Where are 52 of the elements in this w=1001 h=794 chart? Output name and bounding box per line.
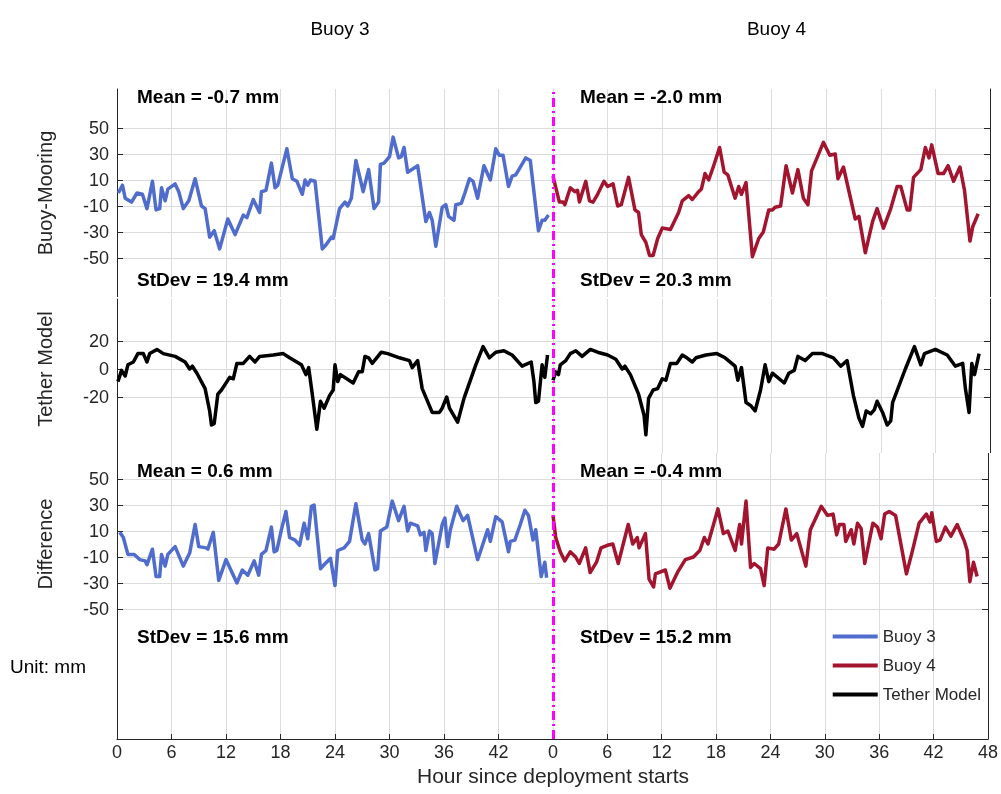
x-tick-label: 18 (706, 742, 727, 762)
legend-label: Tether Model (882, 685, 982, 704)
x-tick-label: 0 (547, 742, 559, 762)
chart-title: Buoy 3 (310, 18, 370, 39)
annotation: StDev = 19.4 mm (137, 268, 289, 290)
x-axis-title: Hour since deployment starts (416, 764, 690, 788)
y-tick-label: -30 (82, 573, 109, 593)
text: Unit: mm (10, 655, 86, 677)
line-series (116, 344, 550, 431)
annotation: Mean = -0.4 mm (580, 459, 723, 481)
x-tick-label: 42 (923, 742, 944, 762)
y-tick-label: -50 (82, 248, 109, 268)
annotation: Mean = -0.7 mm (137, 85, 280, 107)
x-tick-label: 18 (270, 742, 291, 762)
annotation: Mean = -2.0 mm (580, 85, 723, 107)
y-tick-label: 30 (88, 495, 109, 515)
y-axis-title: Difference (34, 498, 56, 590)
annotation: StDev = 15.2 mm (580, 625, 732, 647)
x-tick-label: 24 (760, 742, 781, 762)
y-tick-label: 10 (88, 170, 109, 190)
line-series (117, 499, 549, 588)
x-tick-label: 48 (977, 742, 998, 762)
x-tick-label: 6 (166, 742, 177, 762)
x-tick-label: 6 (602, 742, 613, 762)
x-tick-label: 30 (814, 742, 835, 762)
y-axis-title: Tether Model (34, 311, 56, 427)
x-tick-label: 12 (651, 742, 672, 762)
legend-label: Buoy 3 (882, 627, 936, 646)
x-tick-label: 30 (379, 742, 400, 762)
legend-label: Buoy 4 (882, 656, 936, 675)
y-tick-label: 50 (88, 118, 109, 138)
x-tick-label: 0 (111, 742, 123, 762)
y-tick-label: -20 (82, 387, 109, 407)
annotation: Mean = 0.6 mm (137, 459, 273, 481)
annotation: StDev = 15.6 mm (137, 625, 289, 647)
y-tick-label: -50 (82, 599, 109, 619)
y-tick-label: -30 (82, 222, 109, 242)
y-tick-label: 30 (88, 144, 109, 164)
annotation: StDev = 20.3 mm (580, 268, 732, 290)
y-tick-label: -10 (82, 547, 109, 567)
y-tick-label: 50 (88, 469, 109, 489)
y-tick-label: 0 (98, 359, 109, 379)
x-tick-label: 12 (215, 742, 237, 762)
x-tick-label: 36 (869, 742, 890, 762)
x-tick-label: 42 (488, 742, 509, 762)
y-tick-label: -10 (82, 196, 109, 216)
y-tick-label: 20 (88, 331, 109, 351)
chart-title: Buoy 4 (746, 18, 807, 39)
y-axis-title: Buoy-Mooring (34, 130, 56, 256)
y-tick-label: 10 (88, 521, 109, 541)
x-tick-label: 24 (324, 742, 346, 762)
x-tick-label: 36 (433, 742, 455, 762)
